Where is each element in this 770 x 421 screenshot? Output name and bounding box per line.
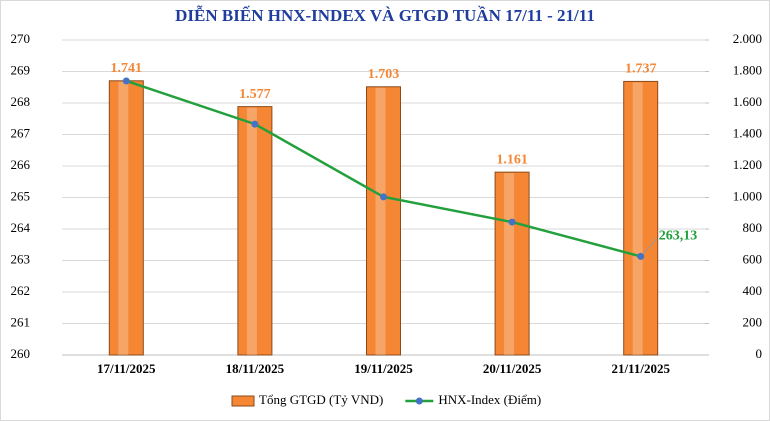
bar-shine [632, 82, 643, 356]
y-tick-label: 260 [11, 346, 31, 361]
bar [108, 80, 144, 356]
bar [494, 171, 530, 356]
y-tick-label: 264 [11, 220, 31, 235]
y2-tick-label: 1.600 [733, 94, 762, 109]
x-tick-label: 18/11/2025 [226, 361, 285, 376]
y2-tick-label: 1.400 [733, 125, 762, 140]
bar [237, 106, 273, 356]
x-tick-label: 20/11/2025 [483, 361, 542, 376]
y-tick-label: 269 [11, 62, 31, 77]
bar [623, 80, 659, 356]
x-tick-label: 19/11/2025 [354, 361, 413, 376]
bar-shine [246, 107, 257, 355]
x-tick-label: 17/11/2025 [97, 361, 156, 376]
y2-tick-label: 1.200 [733, 157, 762, 172]
y2-tick-label: 0 [756, 346, 763, 361]
bar [366, 86, 401, 356]
y-tick-label: 261 [11, 314, 31, 329]
bar-value-label: 1.737 [625, 62, 657, 77]
legend-label: Tổng GTGD (Tỷ VND) [259, 392, 383, 407]
legend-label: HNX-Index (Điểm) [438, 392, 541, 407]
y-tick-label: 263 [11, 251, 31, 266]
y2-tick-label: 1.800 [733, 62, 762, 77]
legend-swatch [231, 395, 255, 407]
line-value-label: 263,13 [659, 229, 698, 244]
bar-value-label: 1.577 [239, 87, 271, 102]
legend-marker [415, 397, 423, 405]
y2-tick-label: 1.000 [733, 188, 762, 203]
x-tick-label: 21/11/2025 [611, 361, 670, 376]
bar-shine [504, 173, 515, 355]
bar-value-label: 1.703 [368, 67, 400, 82]
line-marker [122, 77, 130, 85]
y2-tick-label: 200 [743, 314, 763, 329]
bar-value-label: 1.741 [111, 61, 143, 76]
line-marker [380, 193, 387, 201]
y2-tick-label: 400 [743, 283, 763, 298]
line-marker [508, 218, 516, 226]
label-leader [643, 238, 658, 254]
y-tick-label: 268 [11, 94, 31, 109]
bar-value-label: 1.161 [496, 152, 528, 167]
y-tick-label: 270 [11, 31, 31, 46]
y-tick-label: 267 [11, 125, 31, 140]
line-marker [637, 252, 645, 260]
y-tick-label: 262 [11, 283, 31, 298]
line-marker [251, 120, 259, 128]
bar-shine [118, 81, 129, 355]
y2-tick-label: 600 [743, 251, 763, 266]
y-tick-label: 266 [11, 157, 31, 172]
bar-shine [375, 87, 386, 355]
y2-tick-label: 800 [743, 220, 763, 235]
y2-tick-label: 2.000 [733, 31, 762, 46]
chart-title: DIỄN BIẾN HNX-INDEX VÀ GTGD TUẦN 17/11 -… [175, 6, 595, 25]
y-tick-label: 265 [11, 188, 31, 203]
